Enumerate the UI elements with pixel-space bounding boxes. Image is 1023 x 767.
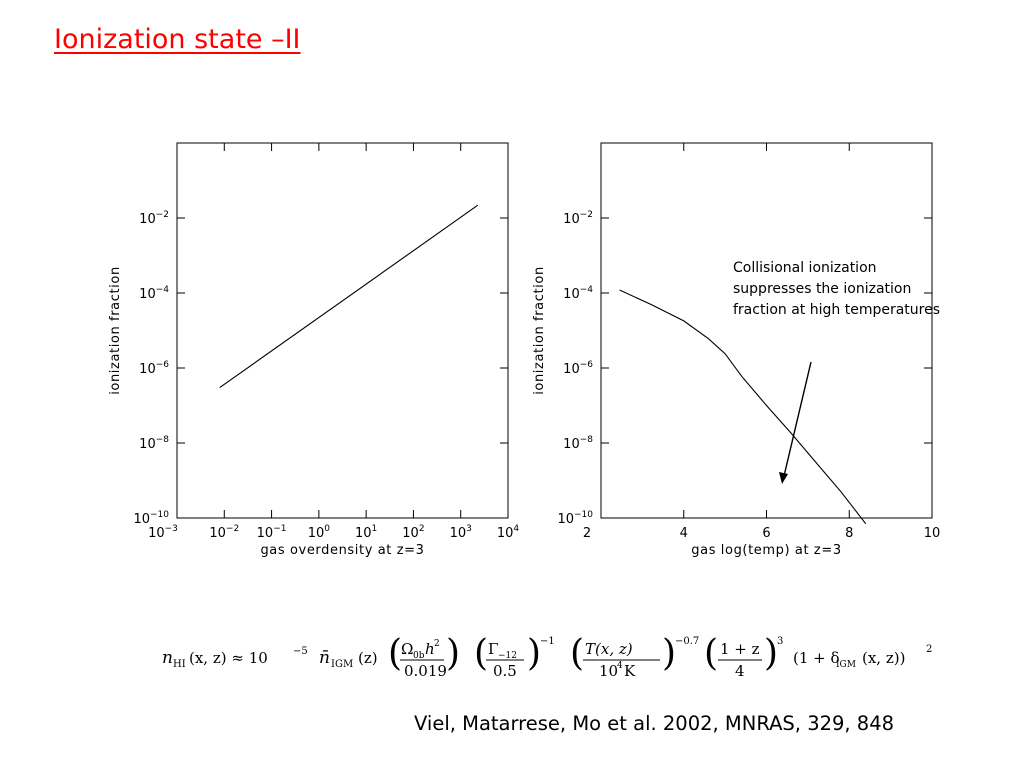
- plot-frame: [600, 142, 933, 519]
- y-tick-label: 10−6: [563, 360, 593, 377]
- annotation-text: Collisional ionization suppresses the io…: [733, 258, 940, 321]
- x-tick-label: 10−3: [148, 524, 178, 541]
- plot-frame: [176, 142, 509, 519]
- y-tick-label: 10−6: [139, 360, 169, 377]
- eq-f4-pow: 3: [777, 636, 783, 647]
- x-tick-label: 8: [845, 526, 853, 541]
- eq-nbar-args: (z): [358, 649, 378, 667]
- x-tick-label: 104: [497, 524, 520, 541]
- x-tick-label: 103: [450, 524, 472, 541]
- eq-tail-args: (x, z)): [862, 649, 905, 667]
- y-tick-label: 10−4: [139, 285, 169, 302]
- series-line: [219, 204, 479, 389]
- eq-f3-num: T(x, z): [585, 640, 633, 658]
- eq-f2-num-sub: −12: [498, 651, 517, 661]
- eq-pow: −5: [293, 646, 308, 657]
- x-axis-label: gas log(temp) at z=3: [691, 543, 841, 558]
- eq-f3-den-unit: K: [624, 662, 636, 680]
- eq-f1-num: Ω: [401, 640, 413, 658]
- eq-f3-den-pow: 4: [617, 661, 623, 671]
- svg-text:): ): [446, 633, 460, 674]
- eq-tail-pow: 2: [926, 644, 932, 655]
- y-tick-label: 10−10: [133, 510, 169, 527]
- x-tick-label: 102: [402, 524, 424, 541]
- x-tick-label: 6: [762, 526, 770, 541]
- eq-f4-den: 4: [735, 662, 745, 680]
- svg-text:): ): [527, 633, 541, 674]
- x-tick-label: 100: [308, 524, 331, 541]
- svg-text:): ): [662, 633, 676, 674]
- eq-f1-den: 0.019: [404, 662, 447, 680]
- eq-lhs-sub: HI: [173, 659, 186, 670]
- eq-f1-num-pow: 2: [434, 639, 440, 649]
- eq-f2-den: 0.5: [493, 662, 517, 680]
- y-tick-label: 10−4: [563, 285, 593, 302]
- svg-text:(: (: [474, 633, 488, 674]
- eq-lhs-args: (x, z) ≈ 10: [189, 649, 268, 667]
- series-line: [619, 289, 867, 525]
- annotation-line: fraction at high temperatures: [733, 302, 941, 318]
- eq-f3-pow: −0.7: [675, 636, 699, 647]
- y-axis-label: ionization fraction: [532, 266, 547, 395]
- svg-text:(: (: [570, 633, 584, 674]
- eq-f1-num-sub: 0b: [413, 651, 425, 661]
- svg-text:(: (: [704, 633, 718, 674]
- x-tick-label: 4: [680, 526, 688, 541]
- chart-temperature: 2 4 6 8 10 10−10 10−8 10−6 10−4 10−2 gas log(temp)…: [532, 142, 941, 558]
- slide-title: Ionization state –II: [54, 24, 301, 55]
- svg-text:(: (: [388, 633, 402, 674]
- y-tick-label: 10−2: [563, 210, 593, 227]
- annotation-line: suppresses the ionization: [733, 281, 912, 297]
- eq-nbar-sub: IGM: [331, 659, 353, 670]
- annotation-arrow: [779, 361, 812, 484]
- y-tick-label: 10−10: [557, 510, 593, 527]
- eq-f2-pow: −1: [540, 636, 555, 647]
- eq-lhs: n: [162, 648, 173, 668]
- equation: n HI (x, z) ≈ 10 −5 n̄ IGM (z) ( Ω 0b h …: [162, 633, 932, 680]
- annotation-line: Collisional ionization: [733, 260, 877, 276]
- eq-tail-sub: IGM: [836, 660, 856, 670]
- y-tick-label: 10−8: [139, 435, 169, 452]
- x-tick-label: 2: [583, 526, 591, 541]
- eq-tail: (1 + δ: [793, 649, 840, 667]
- eq-f3-den: 10: [599, 662, 618, 680]
- citation: Viel, Matarrese, Mo et al. 2002, MNRAS, …: [414, 712, 895, 735]
- chart-overdensity: 10−3 10−2 10−1 100 101 102 103 104 10−10 10−8 10−6…: [108, 142, 520, 558]
- x-tick-label: 101: [355, 524, 377, 541]
- x-axis-label: gas overdensity at z=3: [260, 543, 424, 558]
- x-tick-label: 10−2: [209, 524, 239, 541]
- x-tick-label: 10−1: [257, 524, 287, 541]
- eq-nbar: n̄: [319, 648, 330, 668]
- eq-f1-num-h: h: [425, 640, 435, 658]
- eq-f4-num: 1 + z: [720, 640, 760, 658]
- y-tick-label: 10−8: [563, 435, 593, 452]
- x-tick-label: 10: [924, 526, 941, 541]
- y-tick-label: 10−2: [139, 210, 169, 227]
- eq-f2-num: Γ: [488, 640, 498, 658]
- svg-text:): ): [764, 633, 778, 674]
- y-axis-label: ionization fraction: [108, 266, 123, 395]
